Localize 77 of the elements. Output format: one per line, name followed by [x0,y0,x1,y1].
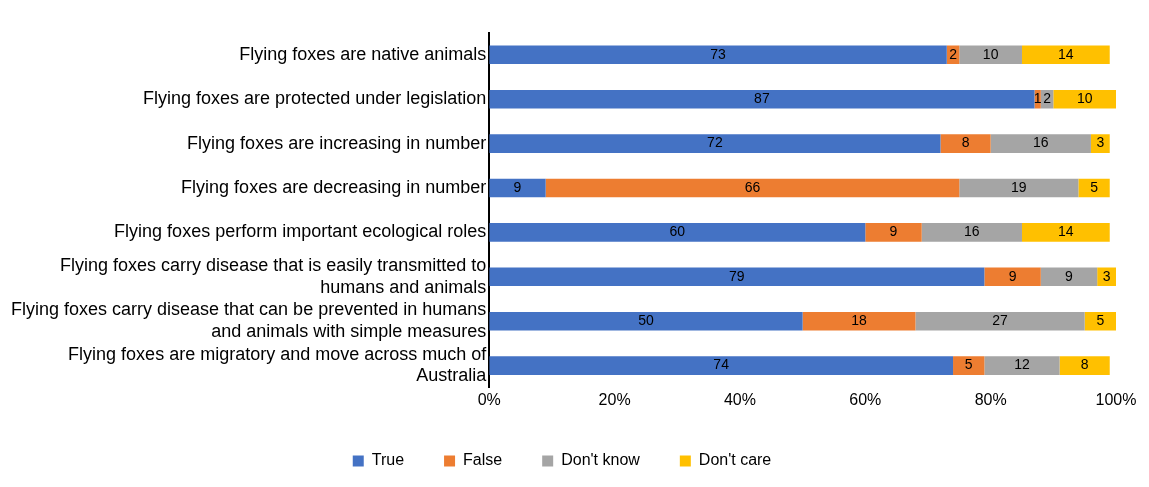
data-label: 16 [964,223,980,240]
data-label: 12 [1014,356,1030,373]
x-tick-label: 80% [974,390,1007,408]
bar [953,356,985,375]
bar [984,356,1060,375]
data-label: 14 [1058,45,1074,62]
y-tick-label: Flying foxes perform important ecological roles [114,221,487,242]
bar [1084,311,1116,331]
data-label: 5 [1096,312,1105,329]
data-label: 87 [754,90,770,107]
legend-label: False [463,451,503,469]
data-label: 8 [961,134,970,151]
x-tick-label: 40% [723,390,756,408]
data-label: 5 [1090,178,1099,195]
y-tick-label: Flying foxes are protected under legislation [143,88,487,109]
data-label: 2 [949,45,958,62]
bar [489,311,803,331]
bar [959,178,1079,198]
legend-label: Don't care [698,451,772,469]
bar [1053,89,1116,109]
bar [489,223,866,242]
bar [990,134,1091,153]
y-tick-label: Flying foxes carry disease that can be prevented in humans and animals with simple measures [10,299,487,341]
data-label: 50 [638,312,654,329]
data-label: 72 [707,134,723,151]
data-label: 79 [729,267,745,284]
bar [921,223,1022,242]
bar [865,223,922,242]
bar [1078,178,1110,198]
data-label: 14 [1058,223,1074,240]
data-label: 18 [851,312,868,329]
data-label: 10 [1076,90,1093,107]
bar [489,267,985,287]
data-label: 2 [1043,90,1052,107]
bar [489,178,546,198]
bar [489,89,1035,109]
data-label: 19 [1011,178,1027,195]
data-label: 74 [713,356,730,373]
data-label: 66 [744,178,761,195]
data-label: 16 [1033,134,1049,151]
y-tick-label: Flying foxes are native animals [239,43,487,64]
data-label: 73 [710,45,727,62]
data-label: 9 [513,178,522,195]
bar [915,311,1085,331]
bar [1021,45,1110,65]
data-label: 9 [1008,267,1017,284]
x-tick-label: 0% [477,390,501,408]
x-tick-label: 20% [598,390,631,408]
data-label: 9 [889,223,898,240]
bar [802,311,916,331]
data-label: 9 [1065,267,1074,284]
data-label: 8 [1080,356,1089,373]
y-tick-label: Flying foxes are increasing in number [187,132,487,153]
legend-label: Don't know [561,451,641,469]
y-tick-label: Flying foxes are decreasing in number [181,176,487,197]
bar [1040,267,1098,287]
data-label: 10 [982,45,999,62]
bar [1059,356,1110,375]
x-tick-label: 60% [849,390,882,408]
bar [489,356,954,375]
bar [1021,223,1110,242]
data-label: 5 [964,356,973,373]
x-tick-label: 100% [1095,390,1137,408]
data-label: 27 [992,312,1009,329]
y-tick-label: Flying foxes are migratory and move across much of Australia [68,343,488,386]
bar [940,134,991,153]
legend-label: True [371,451,405,469]
bar [545,178,960,198]
bar [984,267,1041,287]
data-label: 3 [1096,134,1105,151]
data-label: 1 [1033,90,1042,107]
data-label: 3 [1102,267,1111,284]
bar [489,134,941,153]
bar [489,45,947,65]
data-label: 60 [669,223,686,240]
bar [959,45,1022,65]
y-tick-label: Flying foxes carry disease that is easily transmitted to humans and animals [60,254,487,297]
